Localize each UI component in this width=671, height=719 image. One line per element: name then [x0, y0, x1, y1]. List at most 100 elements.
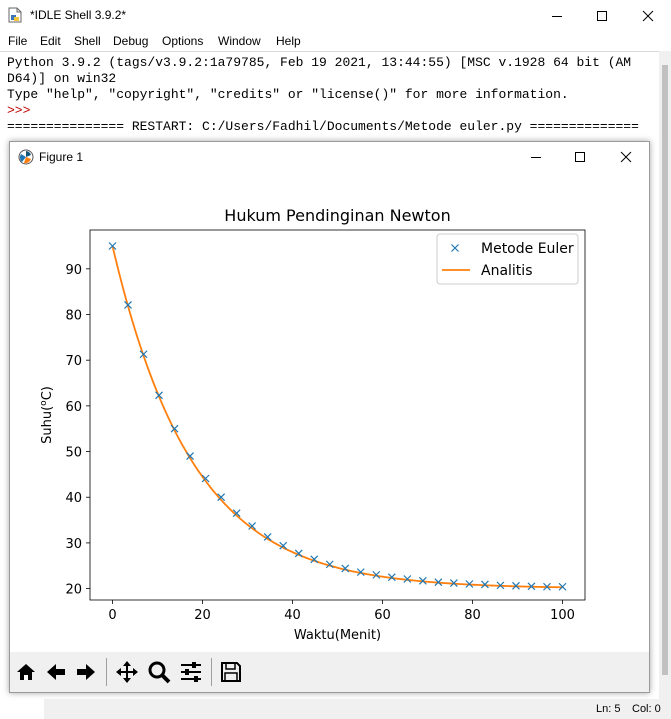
menu-help[interactable]: Help [276, 34, 301, 48]
menu-window[interactable]: Window [218, 34, 261, 48]
data-point-euler [139, 350, 148, 359]
menu-options[interactable]: Options [162, 34, 204, 48]
status-line: Ln: 5 [596, 703, 621, 715]
back-icon [47, 664, 65, 680]
scrollbar-thumb[interactable] [662, 65, 668, 675]
menu-edit[interactable]: Edit [40, 34, 61, 48]
legend-box [436, 233, 579, 285]
shell-restart-line: =============== RESTART: C:/Users/Fadhil… [7, 119, 639, 134]
x-axis-label: Waktu(Menit) [294, 628, 381, 643]
data-point-euler [279, 541, 288, 550]
data-point-euler [480, 580, 489, 589]
data-point-euler [449, 579, 458, 588]
minimize-button[interactable] [534, 0, 580, 31]
zoom-icon [148, 661, 171, 684]
save-icon [221, 662, 241, 682]
data-point-euler [434, 578, 443, 587]
data-point-euler [418, 576, 427, 585]
pan-button[interactable] [113, 657, 141, 687]
y-tick-label: 60 [65, 400, 82, 415]
shell-scrollbar[interactable] [659, 51, 671, 699]
forward-button[interactable] [72, 657, 100, 687]
data-point-euler [124, 300, 132, 309]
data-point-euler [263, 533, 272, 541]
menu-shell[interactable]: Shell [74, 34, 101, 48]
shell-banner-line: Type "help", "copyright", "credits" or "… [7, 87, 569, 102]
configure-icon [181, 662, 201, 682]
zoom-button[interactable] [145, 657, 173, 687]
status-bar-blank [0, 699, 44, 719]
chart-plot: Hukum Pendinginan Newton 0 20 40 60 80 100 20 30… [39, 206, 586, 643]
menu-file[interactable]: File [8, 34, 28, 48]
data-point-euler [558, 582, 567, 591]
close-icon [642, 10, 654, 21]
data-point-euler [527, 582, 536, 591]
y-tick-label: 90 [65, 263, 82, 278]
home-icon [17, 664, 35, 680]
home-button[interactable] [12, 657, 40, 687]
plot-frame [89, 229, 586, 601]
y-tick-label: 70 [65, 354, 82, 369]
figure-titlebar: Figure 1 [10, 142, 649, 172]
x-tick-label: 80 [464, 608, 481, 623]
figure-title: Figure 1 [39, 150, 84, 164]
matplotlib-icon [18, 149, 34, 165]
x-tick-label: 60 [374, 608, 391, 623]
close-icon [620, 151, 632, 163]
save-button[interactable] [217, 657, 245, 687]
data-point-euler [310, 555, 319, 564]
figure-minimize-button[interactable] [513, 142, 559, 172]
data-point-euler [248, 522, 257, 530]
y-axis-label: Suhu(oC) [39, 386, 55, 444]
data-point-euler [387, 573, 396, 582]
menu-debug[interactable]: Debug [113, 34, 149, 48]
data-point-euler [108, 242, 117, 250]
figure-canvas[interactable]: Hukum Pendinginan Newton 0 20 40 60 80 100 20 30… [10, 172, 649, 652]
data-point-euler [217, 493, 226, 502]
data-point-euler [403, 575, 412, 583]
data-point-euler [170, 424, 179, 433]
back-button[interactable] [42, 657, 70, 687]
data-point-euler [325, 560, 334, 569]
figure-maximize-button[interactable] [557, 142, 603, 172]
data-point-euler [512, 581, 520, 590]
window-title: *IDLE Shell 3.9.2* [30, 8, 127, 22]
maximize-button[interactable] [579, 0, 625, 31]
status-column: Col: 0 [632, 703, 661, 715]
figure-window: Figure 1 Hukum Pendinginan Newton 0 20 40 60… [9, 141, 650, 693]
y-tick-label: 30 [65, 537, 82, 552]
y-tick-label: 40 [65, 491, 82, 506]
data-point-euler [465, 580, 474, 588]
data-point-euler [201, 474, 210, 483]
idle-app-icon [8, 7, 22, 23]
maximize-icon [597, 10, 607, 21]
close-button[interactable] [625, 0, 671, 31]
data-point-euler [294, 549, 303, 558]
y-tick-label: 20 [65, 583, 82, 598]
data-point-euler [372, 570, 381, 579]
status-bar: Ln: 5 Col: 0 [0, 699, 671, 719]
maximize-icon [575, 152, 585, 162]
data-point-euler [232, 509, 241, 518]
pan-icon [116, 661, 138, 683]
figure-toolbar [10, 652, 649, 692]
figure-close-button[interactable] [603, 142, 649, 172]
minimize-icon [531, 157, 541, 158]
toolbar-separator [106, 658, 107, 686]
shell-banner-line: Python 3.9.2 (tags/v3.9.2:1a79785, Feb 1… [7, 55, 632, 70]
legend-label-analitis: Analitis [481, 263, 532, 279]
forward-icon [77, 664, 95, 680]
data-point-euler [543, 582, 551, 591]
minimize-icon [552, 15, 562, 17]
data-point-euler [186, 452, 195, 461]
configure-subplots-button[interactable] [177, 657, 205, 687]
series-line-analitis [111, 245, 563, 589]
idle-titlebar: *IDLE Shell 3.9.2* [0, 0, 671, 31]
toolbar-separator [211, 658, 212, 686]
legend-label-euler: Metode Euler [481, 241, 574, 257]
legend-marker-euler [451, 244, 459, 252]
data-point-euler [155, 391, 163, 400]
y-tick-label: 80 [65, 309, 82, 324]
menubar: File Edit Shell Debug Options Window Hel… [0, 31, 671, 51]
data-point-euler [356, 568, 365, 577]
